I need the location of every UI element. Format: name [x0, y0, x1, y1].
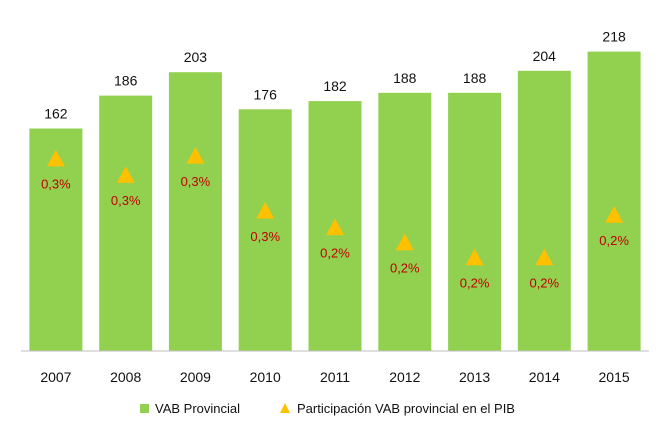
bar-2009	[168, 72, 222, 351]
bar-2015	[587, 51, 641, 351]
x-tick-label-2013: 2013	[459, 369, 490, 385]
marker-2011	[326, 218, 344, 236]
bar-2012	[378, 92, 432, 352]
legend-swatch-triangle	[280, 403, 290, 413]
marker-2013	[465, 248, 484, 266]
x-tick-labels: 2007 2008 2009 2010 2011 2012 2013 2014 2015	[40, 369, 630, 385]
legend-label-vab-provincial: VAB Provincial	[155, 401, 240, 416]
marker-2012	[395, 233, 414, 251]
legend-swatch-bar	[140, 404, 149, 413]
bar-value-label-2015: 218	[602, 29, 626, 45]
bar-value-label-2014: 204	[533, 48, 557, 64]
bar-value-label-2012: 188	[393, 70, 417, 86]
legend-item-vab-provincial: VAB Provincial	[140, 401, 240, 416]
bar-value-label-2010: 176	[254, 86, 278, 102]
marker-2008	[116, 166, 135, 183]
x-tick-label-2009: 2009	[180, 369, 211, 385]
x-tick-label-2011: 2011	[320, 369, 350, 385]
marker-2015	[605, 206, 624, 223]
bar-2008	[99, 95, 153, 351]
bar-2010	[238, 109, 292, 351]
bar-value-label-2013: 188	[463, 70, 487, 86]
pct-label-2015: 0,2%	[599, 233, 629, 248]
pct-label-2014: 0,2%	[529, 276, 559, 291]
x-tick-label-2007: 2007	[40, 369, 71, 385]
pct-label-2013: 0,2%	[460, 276, 490, 291]
marker-2014	[535, 248, 554, 266]
bar-value-label-2007: 162	[44, 106, 68, 122]
pct-label-2011: 0,2%	[320, 245, 350, 260]
labels-layer: 162 0,3% 186 0,3% 203 0,3% 176 0,3% 182 0,2% 188 0,…	[41, 29, 629, 291]
bar-value-label-2011: 182	[323, 78, 347, 94]
marker-2010	[256, 201, 275, 219]
x-tick-label-2014: 2014	[529, 369, 560, 385]
marker-2007	[46, 149, 65, 167]
pct-label-2012: 0,2%	[390, 261, 420, 276]
pct-label-2009: 0,3%	[181, 174, 211, 189]
x-tick-label-2010: 2010	[250, 369, 281, 385]
x-tick-label-2015: 2015	[599, 369, 630, 385]
bar-2013	[448, 92, 502, 352]
pct-label-2007: 0,3%	[41, 177, 71, 192]
markers-layer	[46, 147, 624, 266]
pct-label-2008: 0,3%	[111, 193, 141, 208]
bar-value-label-2009: 203	[184, 49, 208, 65]
pct-label-2010: 0,3%	[250, 229, 280, 244]
legend: VAB Provincial Participación VAB provinc…	[140, 401, 515, 416]
marker-2009	[186, 147, 205, 164]
legend-label-participacion: Participación VAB provincial en el PIB	[297, 401, 515, 416]
legend-item-participacion: Participación VAB provincial en el PIB	[280, 401, 515, 416]
x-tick-label-2012: 2012	[389, 369, 420, 385]
bar-2014	[517, 70, 571, 352]
x-tick-label-2008: 2008	[110, 369, 141, 385]
bar-value-label-2008: 186	[114, 73, 138, 89]
